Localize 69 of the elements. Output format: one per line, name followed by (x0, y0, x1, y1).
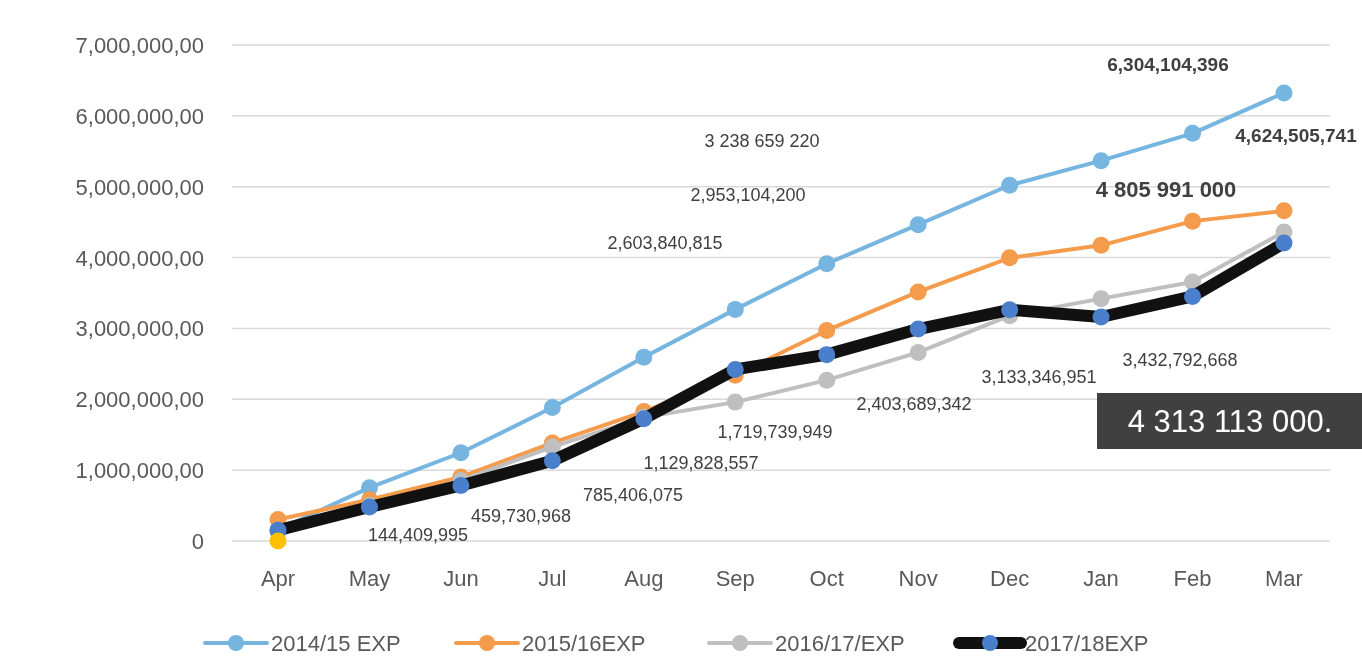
legend-label: 2015/16EXP (522, 630, 646, 656)
point (635, 348, 653, 366)
text: 7,000,000,00 (75, 33, 204, 58)
point (1184, 212, 1202, 230)
point (543, 399, 561, 416)
point (818, 371, 836, 389)
annotation: 4,624,505,741 (1235, 125, 1358, 146)
point (726, 360, 744, 378)
annotation: 3,432,792,668 (1122, 350, 1238, 370)
text: 3,000,000,00 (75, 316, 204, 342)
point (1001, 301, 1019, 319)
text: 2,000,000,00 (75, 387, 204, 413)
x-tick-label: Feb (1173, 566, 1212, 591)
point (1092, 290, 1110, 308)
point (909, 343, 927, 361)
point (1092, 236, 1110, 254)
x-tick-label: Oct (809, 566, 844, 591)
legend-label: 2017/18EXP (1025, 630, 1149, 656)
legend-label: 2014/15 EXP (271, 630, 401, 656)
x-tick-label: Jul (538, 566, 567, 591)
annotation: 3,133,346,951 (981, 367, 1097, 387)
x-tick-label: Jan (1083, 566, 1119, 591)
annotation: 144,409,995 (367, 525, 469, 545)
point (452, 476, 470, 494)
point (1184, 124, 1202, 142)
point (909, 283, 927, 301)
x-tick-label: Nov (898, 566, 938, 591)
point (818, 321, 836, 339)
text: 6,304,104,396 (1107, 54, 1229, 75)
point (726, 300, 744, 318)
annotation: 1,719,739,949 (717, 422, 833, 442)
point (909, 216, 927, 234)
point (726, 393, 744, 411)
point (1275, 84, 1293, 102)
annotation: 3 238 659 220 (704, 131, 820, 151)
text: 4,000,000,00 (75, 245, 204, 271)
annotation: 459,730,968 (470, 506, 572, 526)
point (818, 255, 836, 273)
annotation: 1,129,828,557 (643, 453, 759, 473)
x-tick-label: Aug (624, 566, 664, 591)
x-tick-label: Mar (1265, 566, 1303, 591)
x-tick-label: Apr (260, 566, 296, 591)
annotation: 2,603,840,815 (607, 233, 723, 253)
point (818, 346, 836, 364)
annotation: 785,406,075 (582, 485, 684, 505)
text: 0 (191, 529, 204, 554)
x-tick-label: Sep (715, 566, 755, 591)
point (1092, 152, 1110, 170)
point (1275, 234, 1293, 252)
point (269, 532, 287, 550)
annotation: 2,403,689,342 (856, 394, 972, 414)
annotation: 2,953,104,200 (690, 185, 806, 205)
point (1001, 249, 1019, 267)
x-tick-label: Dec (990, 566, 1030, 591)
point (1001, 176, 1019, 194)
text: 1,000,000,00 (75, 458, 204, 484)
legend-label: 2016/17/EXP (775, 630, 905, 656)
text: 5,000,000,00 (75, 174, 204, 200)
annotation: 4 805 991 000 (1095, 177, 1237, 202)
x-tick-label: Jun (443, 566, 479, 591)
point (1184, 287, 1202, 305)
point (1275, 202, 1293, 220)
annotation: 4 313 113 000. (1127, 404, 1333, 439)
text: 6,000,000,00 (75, 103, 204, 129)
point (543, 452, 561, 470)
point (1092, 308, 1110, 326)
point (909, 320, 927, 338)
point (452, 444, 470, 462)
x-tick-label: May (348, 566, 391, 591)
